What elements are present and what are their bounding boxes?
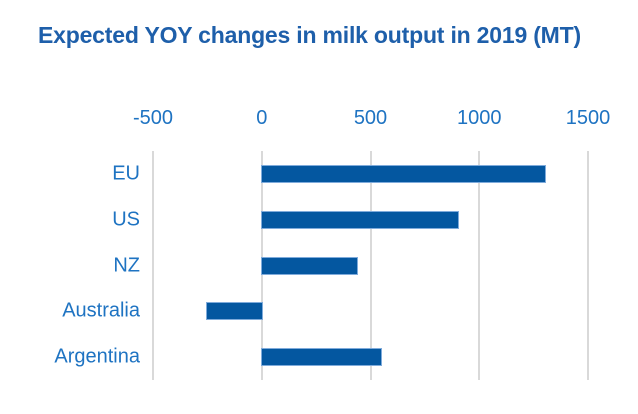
category-label-argentina: Argentina [54,345,140,368]
gridline [369,151,372,380]
x-axis-tick-label: 500 [353,107,388,129]
gridline [587,151,589,380]
category-label-us: US [112,208,140,231]
gridline [478,151,481,380]
category-label-australia: Australia [62,299,140,322]
x-axis-tick-label: 1500 [565,107,611,129]
bar-eu [260,164,546,183]
x-axis-tick-label: 1000 [457,107,502,129]
bar-australia [206,302,263,321]
bar-nz [260,256,359,275]
bar-argentina [260,348,383,367]
category-label-eu: EU [112,162,140,185]
gridline [152,151,154,380]
plot-area [152,151,589,380]
bar-us [260,210,459,229]
x-axis-tick-label: -500 [132,107,174,129]
x-axis-tick-label: 0 [256,107,268,129]
category-label-nz: NZ [113,254,140,276]
chart-title: Expected YOY changes in milk output in 2… [38,22,581,48]
